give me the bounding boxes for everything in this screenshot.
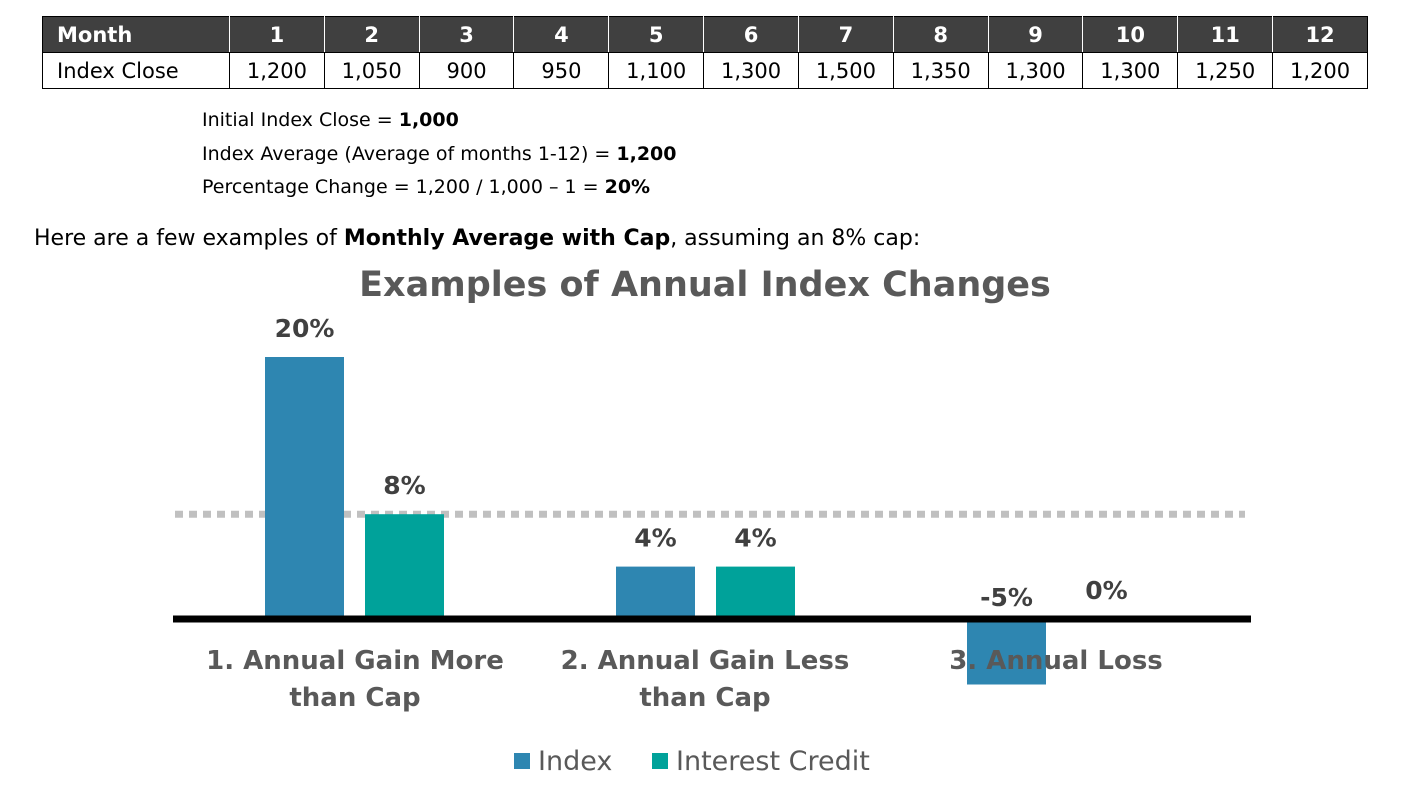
category-label-2-line-2: than Cap (639, 683, 770, 713)
calc-index-average: Index Average (Average of months 1-12) =… (202, 143, 677, 165)
table-row: Index Close 1,200 1,050 900 950 1,100 1,300 1,… (42, 52, 1368, 89)
bar-interest-credit-2 (716, 566, 795, 619)
table-header-month-9: 9 (987, 16, 1084, 53)
calc-percentage-change: Percentage Change = 1,200 / 1,000 – 1 = … (202, 176, 651, 198)
table-cell-close-9: 1,300 (987, 52, 1084, 89)
bar-index-3 (967, 619, 1046, 685)
table-header-month-5: 5 (608, 16, 705, 53)
data-label-index-1: 20% (275, 314, 335, 343)
data-label-interest-credit-3: 0% (1085, 576, 1127, 605)
category-label-2-line-1: 2. Annual Gain Less (561, 646, 850, 676)
calc-initial-close: Initial Index Close = 1,000 (202, 109, 459, 131)
index-close-table: Month 1 2 3 4 5 6 7 8 9 10 11 12 Index Close 1,200 1… (42, 16, 1368, 89)
table-cell-close-3: 900 (418, 52, 515, 89)
table-header-month-4: 4 (513, 16, 610, 53)
table-cell-close-4: 950 (513, 52, 610, 89)
data-label-index-2: 4% (634, 524, 676, 553)
intro-sentence: Here are a few examples of Monthly Avera… (34, 226, 921, 251)
legend-swatch-interest-credit (652, 753, 668, 769)
bar-interest-credit-1 (365, 514, 444, 619)
table-row-label: Index Close (42, 52, 230, 89)
data-label-interest-credit-2: 4% (734, 524, 776, 553)
legend-swatch-index (514, 753, 530, 769)
data-label-index-3: -5% (980, 583, 1033, 612)
table-cell-close-6: 1,300 (703, 52, 799, 89)
bar-index-2 (616, 566, 695, 619)
table-cell-close-5: 1,100 (608, 52, 705, 89)
category-label-3-line-1: 3. Annual Loss (949, 646, 1163, 676)
category-label-1-line-2: than Cap (289, 683, 420, 713)
table-cell-close-1: 1,200 (229, 52, 325, 89)
table-header-month: Month (42, 16, 230, 53)
table-header-month-3: 3 (418, 16, 515, 53)
table-header-month-11: 11 (1177, 16, 1274, 53)
table-header-month-12: 12 (1272, 16, 1368, 53)
data-label-interest-credit-1: 8% (383, 471, 425, 500)
table-header-row: Month 1 2 3 4 5 6 7 8 9 10 11 12 (42, 16, 1368, 53)
table-cell-close-11: 1,250 (1177, 52, 1274, 89)
table-header-month-6: 6 (703, 16, 799, 53)
chart-title: Examples of Annual Index Changes (359, 265, 1051, 305)
table-cell-close-10: 1,300 (1082, 52, 1179, 89)
legend-label-interest-credit: Interest Credit (676, 746, 870, 777)
category-label-1-line-1: 1. Annual Gain More (206, 646, 504, 676)
table-cell-close-8: 1,350 (892, 52, 989, 89)
table-cell-close-2: 1,050 (323, 52, 420, 89)
bar-index-1 (265, 357, 344, 619)
legend-label-index: Index (538, 746, 612, 777)
table-cell-close-12: 1,200 (1272, 52, 1368, 89)
